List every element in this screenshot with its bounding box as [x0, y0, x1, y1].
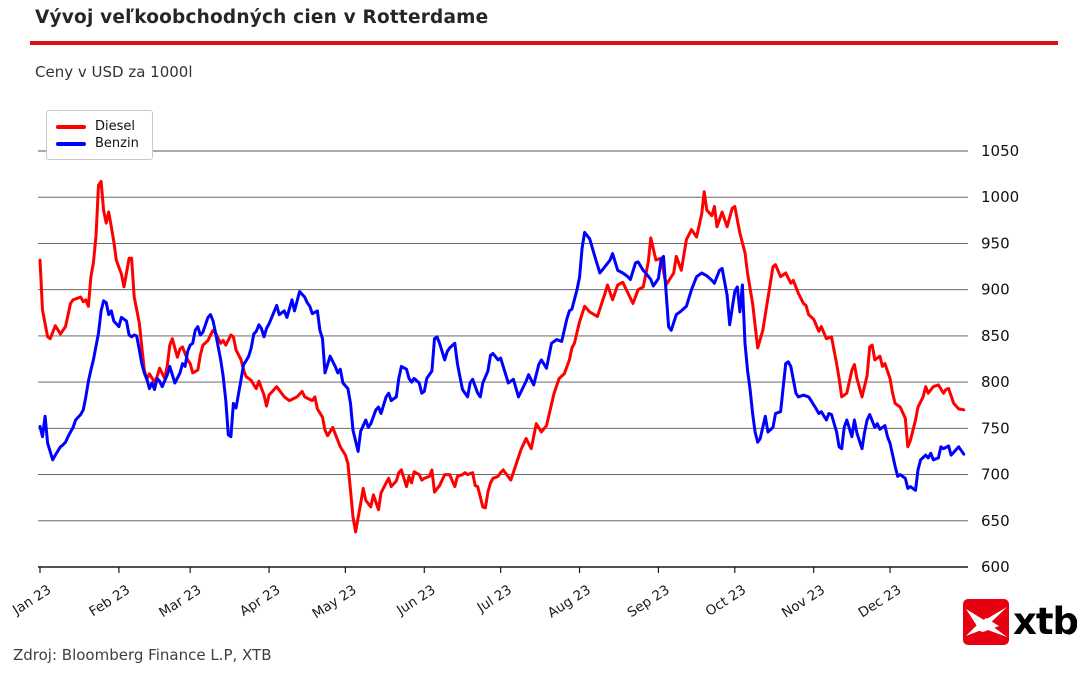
chart-subtitle: Ceny v USD za 1000l — [35, 63, 193, 81]
y-tick-label-900: 900 — [981, 281, 1010, 299]
y-tick-label-950: 950 — [981, 234, 1010, 252]
x-tick-label-May 23: May 23 — [309, 582, 359, 622]
diesel-line — [38, 180, 966, 534]
x-tick-label-Dec 23: Dec 23 — [856, 582, 905, 621]
y-tick-label-850: 850 — [981, 327, 1010, 345]
legend-label-diesel: Diesel — [95, 119, 136, 134]
y-tick-label-600: 600 — [981, 558, 1010, 576]
x-tick-label-Feb 23: Feb 23 — [86, 582, 133, 620]
benzin-line — [38, 230, 966, 492]
title-accent-rule — [30, 41, 1058, 45]
xtb-logo: xtb — [963, 598, 1077, 648]
y-tick-label-650: 650 — [981, 512, 1010, 530]
benzin-line-swatch — [56, 141, 86, 146]
diesel-line-swatch — [56, 124, 86, 129]
source-caption: Zdroj: Bloomberg Finance L.P, XTB — [13, 646, 272, 664]
y-tick-label-800: 800 — [981, 373, 1010, 391]
legend-item-diesel: Diesel — [56, 118, 139, 135]
x-tick-label-Jan 23: Jan 23 — [9, 582, 54, 619]
legend-item-benzin: Benzin — [56, 135, 139, 152]
x-tick-label-Apr 23: Apr 23 — [237, 582, 283, 620]
x-tick-label-Jul 23: Jul 23 — [474, 582, 515, 617]
y-tick-label-1050: 1050 — [981, 142, 1019, 160]
y-tick-label-1000: 1000 — [981, 188, 1019, 206]
legend-label-benzin: Benzin — [95, 136, 139, 151]
chart-legend: Diesel Benzin — [46, 110, 153, 160]
page-title: Vývoj veľkoobchodných cien v Rotterdame — [35, 7, 489, 28]
xtb-logo-icon — [963, 599, 1009, 645]
xtb-logo-text: xtb — [1013, 600, 1077, 643]
x-tick-label-Oct 23: Oct 23 — [703, 582, 749, 620]
y-tick-label-700: 700 — [981, 466, 1010, 484]
x-tick-label-Jun 23: Jun 23 — [393, 582, 438, 619]
y-tick-label-750: 750 — [981, 419, 1010, 437]
x-tick-label-Nov 23: Nov 23 — [779, 582, 828, 621]
x-tick-label-Aug 23: Aug 23 — [545, 582, 594, 621]
x-tick-label-Sep 23: Sep 23 — [625, 582, 673, 621]
x-tick-label-Mar 23: Mar 23 — [156, 582, 204, 621]
